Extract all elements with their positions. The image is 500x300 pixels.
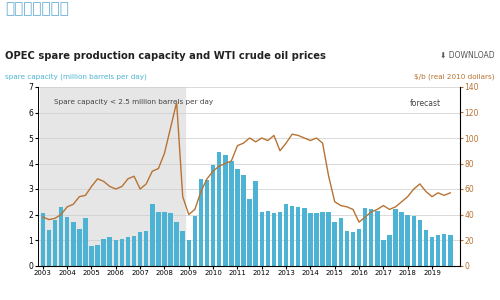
Bar [162,212,166,266]
Bar [430,238,434,266]
Bar [132,236,136,266]
Bar [338,218,343,266]
Bar [198,179,203,266]
Bar [229,161,234,266]
Bar [235,169,240,266]
Bar [284,204,288,266]
Bar [46,230,51,266]
Text: $/b (real 2010 dollars): $/b (real 2010 dollars) [414,74,495,80]
Bar [296,207,300,266]
Bar [242,175,246,266]
Bar [266,211,270,266]
Bar [406,214,410,266]
Bar [217,152,222,266]
Bar [96,245,100,266]
Bar [363,208,368,266]
Bar [180,231,185,266]
Bar [412,216,416,266]
Bar [186,240,191,266]
Bar [418,220,422,266]
Bar [126,238,130,266]
Bar [278,212,282,266]
Text: ⬇ DOWNLOAD: ⬇ DOWNLOAD [440,51,495,60]
Bar [442,234,446,266]
Bar [387,235,392,266]
Bar [138,232,142,266]
Text: Spare capacity < 2.5 million barrels per day: Spare capacity < 2.5 million barrels per… [54,100,214,106]
Bar [260,212,264,266]
Bar [357,229,362,266]
Bar [254,181,258,266]
Bar [290,206,294,266]
Text: OPEC spare production capacity and WTI crude oil prices: OPEC spare production capacity and WTI c… [5,51,326,61]
Bar [40,87,185,266]
Bar [332,222,337,266]
Bar [174,222,179,266]
Bar [436,235,440,266]
Bar [211,165,216,266]
Bar [314,213,318,266]
Bar [77,229,82,266]
Text: 价格上涨的能力: 价格上涨的能力 [5,2,69,16]
Bar [394,209,398,266]
Bar [120,239,124,266]
Bar [65,217,70,266]
Bar [350,232,355,266]
Bar [40,213,45,266]
Bar [102,239,106,266]
Bar [369,209,374,266]
Bar [59,207,64,266]
Bar [90,246,94,266]
Bar [424,230,428,266]
Bar [302,208,306,266]
Bar [144,231,148,266]
Bar [53,220,58,266]
Bar [156,212,160,266]
Bar [448,235,452,266]
Bar [192,216,197,266]
Bar [114,240,118,266]
Bar [344,231,349,266]
Bar [375,211,380,266]
Bar [308,213,312,266]
Bar [381,240,386,266]
Bar [205,180,210,266]
Bar [400,212,404,266]
Bar [248,199,252,266]
Bar [83,218,87,266]
Bar [223,154,228,266]
Text: forecast: forecast [410,100,441,109]
Text: spare capacity (million barrels per day): spare capacity (million barrels per day) [5,74,147,80]
Bar [320,212,325,266]
Bar [71,222,76,266]
Bar [108,238,112,266]
Bar [326,212,331,266]
Bar [272,213,276,266]
Bar [168,213,173,266]
Bar [150,204,154,266]
